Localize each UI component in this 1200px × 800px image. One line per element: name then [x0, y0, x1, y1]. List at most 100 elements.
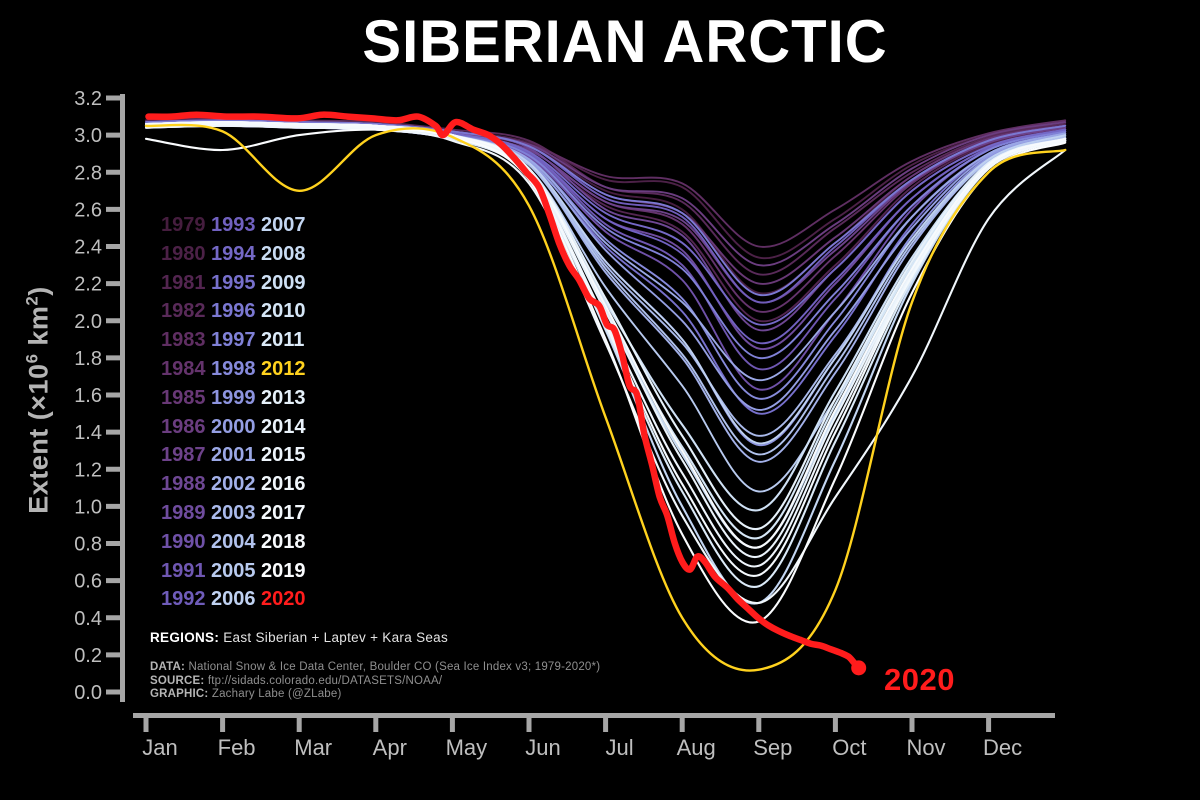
legend-year-2003: 2003: [211, 501, 256, 524]
y-tick-label: 2.0: [74, 311, 102, 333]
legend-year-1991: 1991: [161, 559, 206, 582]
legend-year-2012: 2012: [261, 357, 306, 380]
y-tick-label: 1.4: [74, 422, 102, 444]
x-tick-label: Jan: [142, 735, 177, 760]
y-tick-label: 0.0: [74, 682, 102, 704]
y-tick-label: 1.6: [74, 385, 102, 407]
graphic-credit: GRAPHIC: Zachary Labe (@ZLabe): [150, 688, 600, 702]
annotation-2020: 2020: [884, 662, 955, 697]
y-tick: [106, 578, 120, 584]
x-tick-label: Jun: [525, 735, 560, 760]
legend-year-1982: 1982: [161, 300, 206, 323]
legend-year-2006: 2006: [211, 588, 256, 611]
chart-title: SIBERIAN ARCTIC: [362, 7, 888, 76]
legend-year-2019: 2019: [261, 559, 306, 582]
legend-year-1994: 1994: [211, 242, 256, 265]
legend-year-2008: 2008: [261, 242, 306, 265]
legend-year-2020: 2020: [261, 588, 306, 611]
legend-year-1985: 1985: [161, 386, 206, 409]
y-tick: [106, 355, 120, 361]
line-2018: [144, 121, 1067, 549]
legend-year-1979: 1979: [161, 214, 206, 236]
y-tick: [106, 541, 120, 546]
x-tick: [373, 713, 379, 732]
graphic-credit-text: Zachary Labe (@ZLabe): [208, 688, 342, 700]
y-tick: [106, 429, 120, 435]
y-tick: [106, 689, 120, 695]
x-tick-label: Apr: [373, 735, 407, 760]
x-tick: [679, 713, 685, 732]
data-credit: DATA: National Snow & Ice Data Center, B…: [150, 661, 600, 675]
legend-year-1995: 1995: [211, 271, 256, 294]
year-lines: [144, 111, 1067, 676]
y-tick: [106, 615, 120, 621]
legend-year-1986: 1986: [161, 415, 206, 438]
graphic-credit-label: GRAPHIC:: [150, 688, 209, 700]
y-tick: [106, 169, 120, 175]
legend-year-1998: 1998: [211, 357, 256, 380]
x-tick-label: Mar: [294, 735, 332, 760]
y-tick-label: 0.4: [74, 608, 102, 630]
y-tick: [106, 503, 120, 509]
x-tick: [832, 713, 838, 732]
legend-year-2004: 2004: [211, 530, 256, 553]
legend-year-2011: 2011: [261, 329, 305, 352]
legend-year-1980: 1980: [161, 242, 206, 265]
legend-year-1983: 1983: [161, 329, 206, 352]
y-tick-label: 2.2: [74, 274, 102, 296]
source-credit: SOURCE: ftp://sidads.colorado.edu/DATASE…: [150, 675, 600, 689]
y-tick: [106, 132, 120, 138]
year-legend: 1979 1980 1981 1982 1983 1984 1985 1986 1987 1988…: [161, 211, 311, 614]
x-tick: [756, 713, 762, 732]
legend-year-1987: 1987: [161, 444, 206, 467]
data-credit-text: National Snow & Ice Data Center, Boulder…: [185, 661, 601, 673]
x-tick: [909, 713, 915, 732]
y-tick-label: 2.6: [74, 199, 102, 221]
legend-year-2018: 2018: [261, 530, 306, 553]
legend-year-2017: 2017: [261, 501, 306, 524]
x-tick: [220, 713, 226, 732]
y-tick-label: 0.6: [74, 571, 102, 593]
x-tick-label: Feb: [218, 735, 256, 760]
y-tick: [106, 392, 120, 398]
y-tick: [106, 95, 120, 101]
y-tick-label: 0.2: [74, 645, 102, 667]
legend-year-1999: 1999: [211, 386, 256, 409]
x-tick-label: Dec: [983, 735, 1022, 760]
legend-year-1990: 1990: [161, 530, 206, 553]
legend-year-2013: 2013: [261, 386, 306, 409]
y-tick-label: 1.8: [74, 348, 102, 370]
legend-year-2015: 2015: [261, 444, 306, 467]
x-tick-label: Nov: [906, 735, 945, 760]
line-2020: [145, 111, 862, 672]
legend-year-2001: 2001: [211, 444, 256, 467]
x-tick-label: Aug: [677, 735, 716, 760]
y-tick: [106, 318, 120, 324]
source-credit-label: SOURCE:: [150, 674, 205, 687]
legend-year-1989: 1989: [161, 501, 206, 524]
legend-year-2002: 2002: [211, 473, 256, 496]
y-tick-label: 3.2: [74, 88, 102, 110]
x-tick-label: May: [446, 735, 488, 760]
x-tick-label: Jul: [606, 735, 634, 760]
legend-year-1997: 1997: [211, 329, 256, 352]
legend-year-1984: 1984: [161, 357, 206, 380]
x-tick: [526, 713, 532, 732]
legend-year-2010: 2010: [261, 300, 306, 323]
legend-year-2009: 2009: [261, 271, 306, 294]
y-tick-label: 1.0: [74, 496, 102, 518]
x-tick: [296, 713, 302, 732]
y-tick: [106, 206, 120, 212]
legend-year-2016: 2016: [261, 473, 306, 496]
legend-year-2000: 2000: [211, 415, 256, 438]
axes: 3.2 3.0 2.8 2.6 2.4 2.2 2.0 1.8 1.6 1.4 1.2 1.0 0.8 0…: [74, 88, 1055, 760]
y-tick: [106, 244, 120, 249]
legend-year-2014: 2014: [261, 415, 306, 438]
line-2020-end-dot: [851, 660, 867, 676]
y-tick: [106, 652, 120, 658]
y-tick-label: 3.0: [74, 125, 102, 147]
x-tick: [986, 713, 992, 732]
y-tick-label: 1.2: [74, 459, 102, 481]
x-tick: [603, 713, 609, 732]
